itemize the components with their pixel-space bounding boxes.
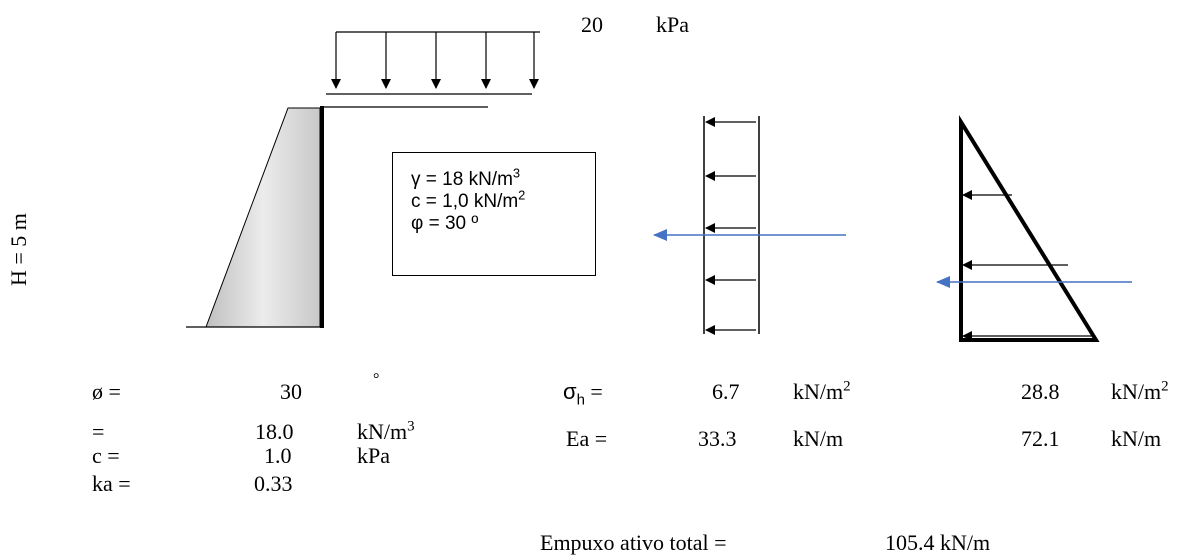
ea-uniform-value: 33.3: [698, 426, 737, 451]
input-unit: kPa: [357, 443, 390, 468]
surcharge-value: 20: [581, 12, 603, 37]
sigma-h-label: σh =: [563, 379, 603, 409]
soil-cohesion: c = 1,0 kN/m2: [411, 187, 526, 212]
retaining-wall: [186, 106, 488, 328]
total-thrust-label: Empuxo ativo total =: [540, 530, 727, 555]
sigma-h-uniform-value: 6.7: [712, 379, 740, 404]
input-value: 1.0: [264, 443, 292, 468]
sigma-h-triangular-value: 28.8: [1021, 379, 1060, 404]
wall-height-label: H = 5 m: [6, 213, 31, 286]
input-label: c =: [92, 443, 120, 468]
sigma-unit: kN/m2: [793, 378, 851, 404]
triangular-pressure-diagram: [936, 114, 1132, 342]
input-value: 30: [280, 379, 302, 404]
input-unit: °: [373, 371, 380, 388]
soil-properties-box: γ = 18 kN/m3 c = 1,0 kN/m2 φ = 30 º: [392, 152, 596, 276]
total-thrust-value: 105.4 kN/m: [885, 530, 991, 555]
ea-label: Ea =: [566, 426, 608, 451]
ea-triangular-value: 72.1: [1021, 426, 1060, 451]
uniform-pressure-diagram: [653, 116, 846, 335]
input-unit: kN/m3: [357, 418, 415, 444]
soil-friction-angle: φ = 30 º: [411, 213, 479, 234]
surcharge-load: [326, 31, 540, 95]
input-label: =: [92, 419, 105, 444]
input-label: ka =: [92, 471, 131, 496]
input-label: ø =: [92, 379, 121, 404]
soil-unit-weight: γ = 18 kN/m3: [411, 165, 521, 190]
ea-unit: kN/m: [1111, 426, 1162, 451]
sigma-unit: kN/m2: [1111, 378, 1169, 404]
surcharge-unit: kPa: [656, 12, 689, 37]
ea-unit: kN/m: [793, 426, 844, 451]
input-value: 0.33: [254, 471, 293, 496]
input-value: 18.0: [255, 419, 294, 444]
